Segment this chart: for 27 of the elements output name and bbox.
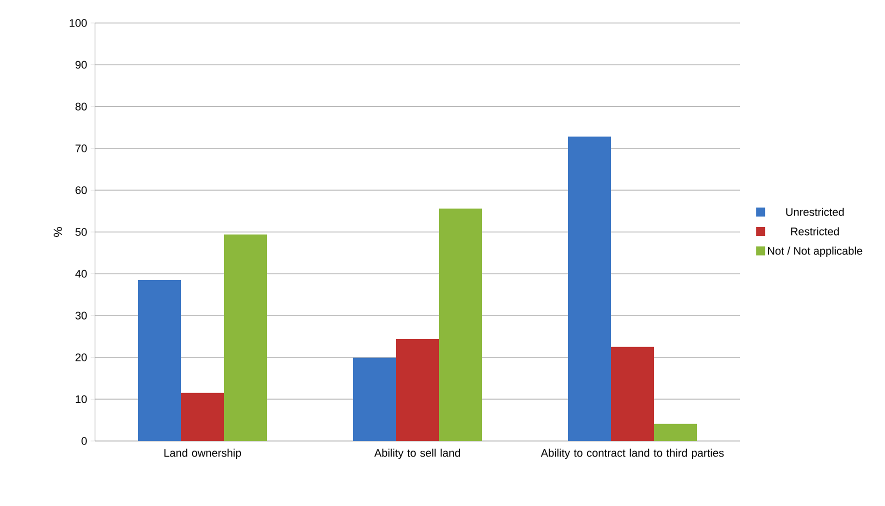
legend-label: Not / Not applicable (768, 246, 862, 257)
legend-label: Restricted (791, 227, 839, 236)
x-tick-label: Land ownership (164, 448, 242, 459)
y-tick-label: 60 (76, 186, 87, 194)
x-tick-label: Ability to sell land (374, 448, 460, 459)
y-axis-title: % (54, 227, 62, 237)
legend-label: Unrestricted (786, 208, 844, 216)
y-tick-label: 40 (75, 270, 87, 278)
y-tick-label: 20 (76, 354, 87, 362)
x-tick-label: Ability to contract land to third parties (540, 448, 724, 459)
bar (611, 346, 654, 441)
bar (138, 280, 182, 441)
bar (568, 136, 612, 441)
bar (224, 234, 268, 441)
y-tick-label: 90 (76, 60, 87, 69)
bar (439, 208, 482, 441)
y-tick-label: 70 (76, 144, 87, 152)
bar (654, 424, 698, 441)
y-tick-label: 100 (70, 19, 87, 27)
y-tick-label: 10 (76, 395, 87, 404)
bar (396, 338, 440, 441)
bar (181, 392, 224, 441)
y-tick-label: 0 (82, 437, 87, 445)
bar (353, 358, 396, 441)
y-tick-label: 80 (76, 102, 87, 110)
y-tick-label: 30 (75, 312, 87, 320)
y-tick-label: 50 (75, 228, 87, 236)
